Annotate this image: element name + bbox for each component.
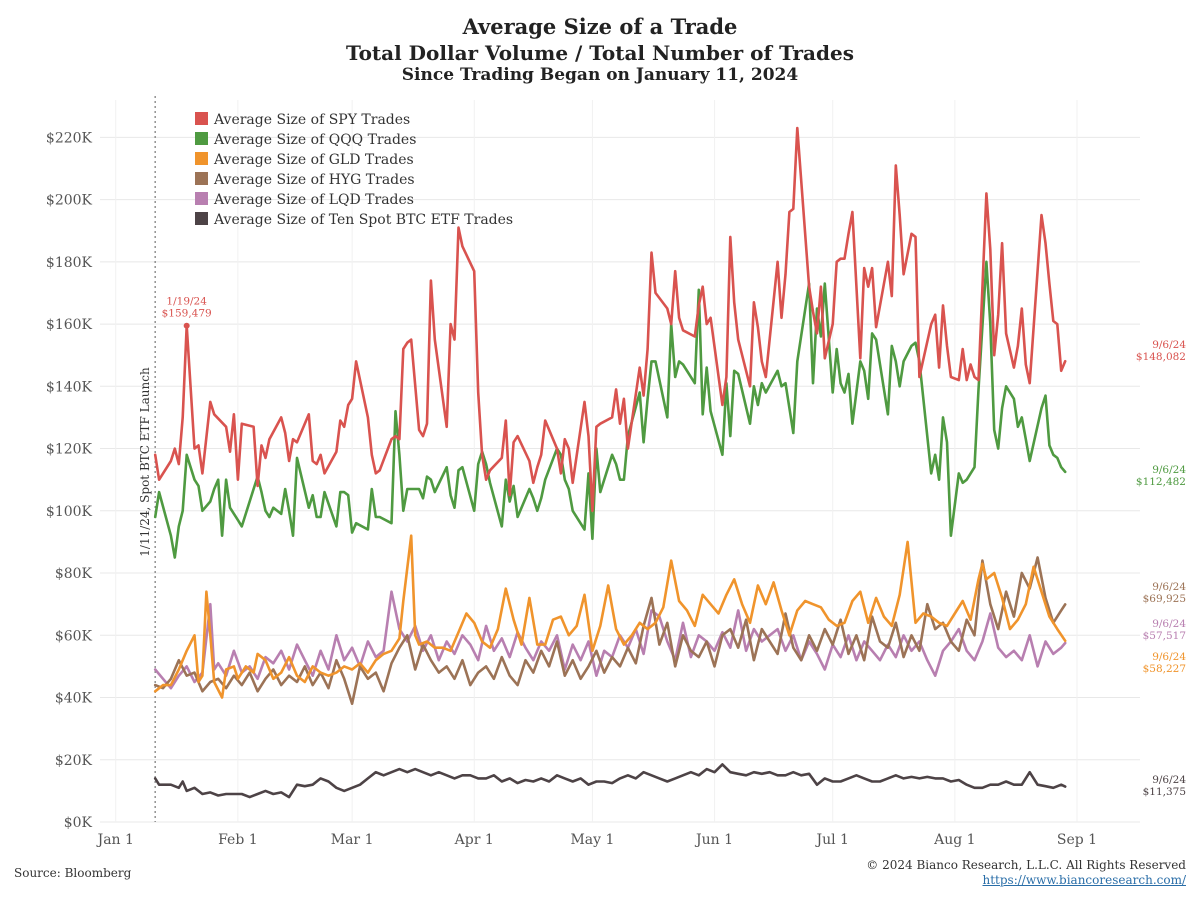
legend-label-0: Average Size of SPY Trades [213, 112, 410, 128]
x-tick-label: Aug 1 [933, 832, 975, 848]
y-tick-label: $60K [55, 628, 93, 644]
end-value-label-2: $58,227 [1143, 663, 1186, 675]
legend-swatch-4 [195, 192, 208, 205]
y-tick-label: $120K [46, 442, 93, 458]
launch-marker: 1/11/24, Spot BTC ETF Launch [138, 96, 156, 822]
x-tick-label: Jun 1 [694, 832, 733, 848]
y-tick-label: $100K [46, 504, 93, 520]
end-value-label-5: $11,375 [1143, 786, 1186, 798]
peak-marker [183, 322, 190, 329]
y-tick-label: $40K [55, 691, 93, 707]
legend: Average Size of SPY Trades Average Size o… [195, 112, 513, 228]
y-tick-label: $220K [46, 130, 93, 146]
copyright-note: © 2024 Bianco Research, L.L.C. All Right… [866, 858, 1186, 872]
end-value-label-1: $112,482 [1136, 476, 1186, 488]
series-line-0 [153, 126, 1067, 513]
end-date-label-3: 9/6/24 [1152, 581, 1186, 593]
y-tick-label: $200K [46, 193, 93, 209]
end-date-label-1: 9/6/24 [1152, 464, 1186, 476]
x-tick-label: Apr 1 [454, 832, 494, 848]
legend-swatch-1 [195, 132, 208, 145]
series-line-2 [153, 534, 1067, 699]
chart-title: Average Size of a Trade [462, 14, 738, 39]
source-note: Source: Bloomberg [14, 866, 132, 880]
y-tick-label: $0K [64, 815, 93, 831]
series-line-4 [153, 590, 1067, 690]
legend-label-5: Average Size of Ten Spot BTC ETF Trades [213, 212, 513, 228]
x-tick-label: Feb 1 [218, 832, 258, 848]
x-tick-label: May 1 [570, 832, 614, 848]
launch-marker-label: 1/11/24, Spot BTC ETF Launch [138, 367, 152, 557]
y-tick-label: $80K [55, 566, 93, 582]
end-value-label-3: $69,925 [1143, 593, 1186, 605]
x-tick-label: Jan 1 [96, 832, 134, 848]
legend-label-4: Average Size of LQD Trades [213, 192, 414, 208]
chart-subtitle: Total Dollar Volume / Total Number of Tr… [346, 41, 854, 65]
peak-date-label: 1/19/24 [166, 296, 207, 308]
x-axis: Jan 1 Feb 1 Mar 1 Apr 1 May 1 Jun 1 Jul 1 Aug 1… [96, 832, 1097, 848]
series-lines [153, 126, 1067, 799]
chart-subtitle-date: Since Trading Began on January 11, 2024 [401, 65, 799, 85]
legend-label-2: Average Size of GLD Trades [213, 152, 414, 168]
y-tick-label: $180K [46, 255, 93, 271]
end-value-label-0: $148,082 [1136, 351, 1186, 363]
end-date-label-4: 9/6/24 [1152, 618, 1186, 630]
y-axis: $0K $20K $40K $60K $80K $100K $120K $140K $160K $… [46, 130, 93, 831]
series-line-1 [153, 260, 1067, 559]
legend-label-3: Average Size of HYG Trades [213, 172, 415, 188]
annotations: 1/19/24$159,4799/6/24$148,0829/6/24$112,… [162, 296, 1187, 798]
end-date-label-5: 9/6/24 [1152, 774, 1186, 786]
x-tick-label: Jul 1 [814, 832, 848, 848]
website-link[interactable]: https://www.biancoresearch.com/ [982, 873, 1186, 887]
end-value-label-4: $57,517 [1143, 630, 1186, 642]
peak-value-label: $159,479 [162, 308, 212, 320]
legend-swatch-0 [195, 112, 208, 125]
legend-swatch-2 [195, 152, 208, 165]
legend-swatch-5 [195, 212, 208, 225]
y-tick-label: $160K [46, 317, 93, 333]
x-tick-label: Sep 1 [1057, 832, 1097, 848]
end-date-label-2: 9/6/24 [1152, 651, 1186, 663]
series-line-5 [153, 763, 1067, 799]
legend-swatch-3 [195, 172, 208, 185]
end-date-label-0: 9/6/24 [1152, 339, 1186, 351]
x-tick-label: Mar 1 [331, 832, 374, 848]
legend-label-1: Average Size of QQQ Trades [213, 132, 416, 148]
y-tick-label: $20K [55, 753, 93, 769]
y-tick-label: $140K [46, 379, 93, 395]
series-line-3 [153, 556, 1067, 706]
